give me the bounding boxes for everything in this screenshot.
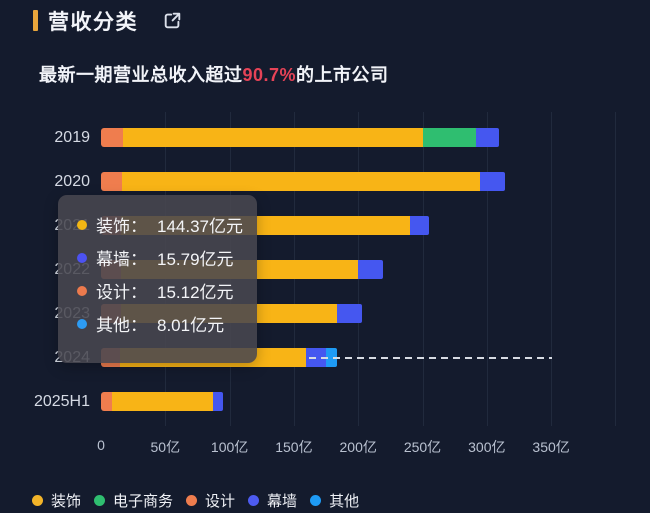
bar-segment-decoration-2020[interactable] (122, 172, 481, 191)
legend-item-design[interactable]: 设计 (186, 490, 235, 511)
external-link-icon[interactable] (163, 11, 182, 30)
legend-item-decoration[interactable]: 装饰 (32, 490, 81, 511)
bar-segment-curtain-wall-2022[interactable] (358, 260, 383, 279)
gridline (551, 112, 553, 426)
page-title: 营收分类 (48, 11, 138, 34)
tooltip-label-other: 其他： (96, 316, 147, 335)
tooltip-row-curtain-wall: 幕墙： 15.79亿元 (77, 241, 257, 274)
legend-dot-ecommerce (94, 494, 106, 506)
x-axis-tick-100: 100亿 (210, 439, 249, 455)
title-accent-bar (33, 10, 38, 31)
tooltip-dot-other (77, 318, 87, 329)
bar-segment-ecommerce-2019[interactable] (423, 128, 476, 147)
x-axis-tick-0: 0 (97, 437, 105, 453)
legend-item-other[interactable]: 其他 (310, 490, 359, 511)
tooltip-row-decoration: 装饰： 144.37亿元 (77, 208, 257, 241)
legend-label-decoration: 装饰 (51, 492, 82, 510)
bar-segment-decoration-2019[interactable] (122, 128, 424, 147)
tooltip-value-design: 15.12亿元 (157, 283, 234, 302)
category-label-2019: 2019 (54, 128, 90, 146)
tooltip-dot-curtain-wall (77, 252, 87, 263)
bar-segment-curtain-wall-2021[interactable] (409, 216, 429, 235)
bar-segment-decoration-2025H1[interactable] (111, 392, 213, 411)
bar-segment-curtain-wall-2020[interactable] (480, 172, 506, 191)
markline-dashed (309, 356, 553, 359)
tooltip-label-curtain-wall: 幕墙： (96, 250, 147, 269)
gridline (615, 112, 617, 426)
tooltip-dot-design (77, 285, 87, 296)
x-axis-tick-300: 300亿 (468, 439, 506, 455)
category-label-2025H1: 2025H1 (33, 392, 90, 410)
bar-segment-design-2020[interactable] (101, 172, 123, 191)
bar-segment-curtain-wall-2023[interactable] (336, 304, 363, 323)
legend-dot-design (186, 494, 198, 506)
gridline (486, 112, 488, 426)
x-axis-tick-250: 250亿 (403, 439, 442, 455)
tooltip-label-design: 设计： (96, 283, 147, 302)
bar-segment-design-2025H1[interactable] (101, 392, 112, 411)
legend-dot-decoration (32, 494, 43, 506)
bar-segment-curtain-wall-2025H1[interactable] (212, 392, 224, 411)
legend-item-curtain-wall[interactable]: 幕墙 (248, 490, 297, 511)
subtitle-prefix: 最新一期营业总收入超过 (39, 65, 243, 85)
x-axis-tick-50: 50亿 (150, 439, 181, 455)
chart-tooltip: 装饰： 144.37亿元 幕墙： 15.79亿元 设计： 15.12亿元 其他： 8.01亿元 (58, 195, 257, 363)
tooltip-row-other: 其他： 8.01亿元 (77, 307, 257, 340)
tooltip-dot-decoration (77, 219, 87, 230)
category-label-2020: 2020 (54, 172, 90, 190)
x-axis-tick-200: 200亿 (339, 439, 377, 455)
legend-dot-other (310, 494, 322, 506)
tooltip-value-decoration: 144.37亿元 (157, 217, 243, 236)
bar-segment-curtain-wall-2019[interactable] (475, 128, 499, 147)
legend-label-ecommerce: 电子商务 (113, 492, 174, 510)
gridline (422, 112, 424, 426)
chart-legend: 装饰 电子商务 设计 幕墙 其他 (32, 490, 359, 511)
x-axis-tick-350: 350亿 (532, 439, 570, 455)
legend-dot-curtain-wall (248, 494, 260, 506)
legend-label-other: 其他 (329, 492, 360, 510)
tooltip-row-design: 设计： 15.12亿元 (77, 274, 257, 307)
legend-label-curtain-wall: 幕墙 (267, 492, 298, 510)
legend-label-design: 设计 (205, 492, 236, 510)
x-axis-tick-150: 150亿 (275, 439, 313, 455)
chart-subtitle: 最新一期营业总收入超过90.7%的上市公司 (39, 61, 389, 87)
tooltip-value-other: 8.01亿元 (157, 316, 225, 335)
subtitle-highlight: 90.7% (242, 65, 297, 85)
bar-segment-design-2019[interactable] (101, 128, 123, 147)
subtitle-suffix: 的上市公司 (296, 65, 389, 85)
tooltip-value-curtain-wall: 15.79亿元 (157, 250, 234, 269)
legend-item-ecommerce[interactable]: 电子商务 (94, 490, 173, 511)
tooltip-label-decoration: 装饰： (96, 217, 147, 236)
